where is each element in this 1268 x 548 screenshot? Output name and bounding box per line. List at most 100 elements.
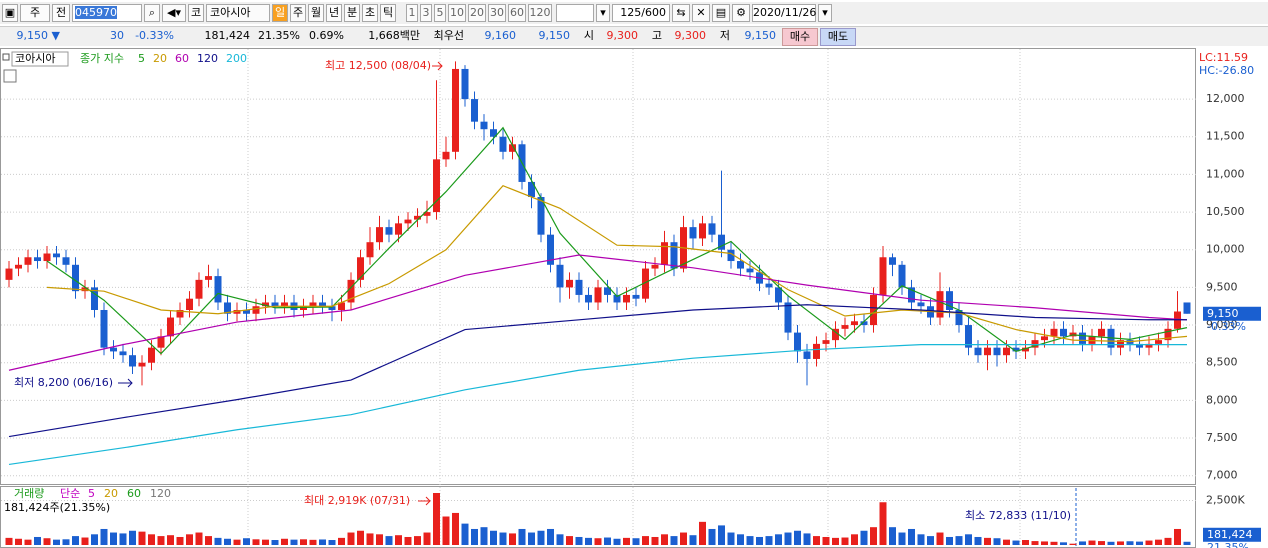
- candle-body: [252, 306, 260, 314]
- candle-body: [632, 294, 640, 299]
- volume-bar: [623, 537, 630, 545]
- volume-bar: [490, 530, 497, 545]
- volume-bar: [319, 539, 326, 545]
- candle-body: [1136, 343, 1143, 348]
- code-input[interactable]: 045970: [72, 4, 142, 22]
- candle-body: [24, 257, 32, 265]
- candle-body: [575, 279, 583, 295]
- period-button[interactable]: 일: [272, 4, 288, 22]
- volume-bar: [5, 537, 13, 545]
- volume-bar: [1155, 539, 1162, 545]
- period-button[interactable]: 월: [308, 4, 324, 22]
- y-tick-label: 10,000: [1206, 243, 1245, 256]
- volume-bar: [613, 538, 621, 545]
- candle-body: [718, 234, 725, 250]
- volume-bar: [1136, 541, 1143, 545]
- period-button[interactable]: 틱: [380, 4, 396, 22]
- open: 9,300: [606, 28, 639, 42]
- interval-button[interactable]: 1: [406, 4, 418, 22]
- volume-bar: [53, 539, 60, 545]
- tool-icon[interactable]: ⇆: [672, 4, 690, 22]
- candle-body: [898, 264, 906, 288]
- candle-body: [509, 144, 516, 152]
- volume-bar: [927, 536, 934, 545]
- volume-bar: [575, 536, 583, 545]
- volume-legend-entry: 120: [150, 487, 171, 500]
- period-button[interactable]: 주: [290, 4, 306, 22]
- volume-bar: [43, 538, 51, 545]
- volume-legend-label: 단순: [60, 487, 80, 500]
- interval-input[interactable]: [556, 4, 594, 22]
- volume-bar: [984, 537, 991, 545]
- candle-body: [727, 249, 735, 262]
- legend-label: 종가 지수: [80, 52, 124, 65]
- table-icon: [3, 69, 17, 83]
- interval-button[interactable]: 5: [434, 4, 446, 22]
- volume-bar: [1050, 541, 1058, 545]
- interval-button[interactable]: 20: [468, 4, 486, 22]
- volume-bar: [1183, 541, 1191, 545]
- candle-body: [176, 309, 184, 318]
- candle-body: [775, 287, 782, 303]
- y-tick-label: 7,500: [1206, 431, 1238, 444]
- volume-bar: [281, 538, 288, 545]
- save-icon[interactable]: ▤: [712, 4, 730, 22]
- chart: 7,000 7,500 8,000 8,500 9,000 9,500 10,000 10,5…: [0, 48, 1261, 548]
- volume-bar: [1107, 541, 1115, 545]
- interval-button[interactable]: 60: [508, 4, 526, 22]
- menu-icon[interactable]: ▣: [2, 4, 18, 22]
- all-button[interactable]: 전: [52, 4, 70, 22]
- interval-dropdown[interactable]: ▾: [596, 4, 610, 22]
- interval-button[interactable]: 10: [448, 4, 466, 22]
- candle-body: [1164, 328, 1172, 341]
- candle-body: [433, 159, 440, 213]
- sell-button[interactable]: 매도: [820, 27, 856, 46]
- date-dropdown[interactable]: ▾: [818, 4, 832, 22]
- volume-bar: [385, 536, 393, 545]
- interval-button[interactable]: 30: [488, 4, 506, 22]
- candle-body: [993, 347, 1001, 356]
- y-tick-label: 2,500K: [1206, 493, 1245, 506]
- buy-button[interactable]: 매수: [782, 27, 818, 46]
- search-button[interactable]: ⌕: [144, 4, 160, 22]
- candle-body: [43, 253, 51, 262]
- legend-icon: [2, 53, 10, 61]
- tool-icon[interactable]: ✕: [692, 4, 710, 22]
- period-button[interactable]: 년: [326, 4, 342, 22]
- volume-bar: [727, 532, 735, 545]
- candle-body: [1183, 302, 1191, 314]
- volume-bar: [414, 536, 421, 545]
- count-box: 125/600: [612, 4, 670, 22]
- volume-bar: [1079, 541, 1086, 545]
- candle-body: [366, 242, 374, 258]
- best-ask: 9,160: [484, 28, 517, 42]
- volume-bar: [290, 539, 298, 545]
- volume-bar: [822, 536, 830, 545]
- market-select[interactable]: 주: [20, 4, 50, 22]
- settings-icon[interactable]: ⚙: [732, 4, 750, 22]
- candle-body: [1060, 328, 1067, 337]
- candle-body: [414, 215, 421, 220]
- candle-body: [623, 294, 630, 303]
- volume-title: 거래량: [14, 487, 44, 500]
- candle-body: [309, 302, 317, 307]
- date-box[interactable]: 2020/11/26: [752, 4, 816, 22]
- sound-button[interactable]: ◀▾: [162, 4, 186, 22]
- candle-body: [281, 302, 288, 307]
- last-volume-label: 181,424: [1207, 528, 1253, 541]
- ma-line: [46, 184, 1188, 343]
- candle-body: [1012, 347, 1020, 352]
- interval-button[interactable]: 3: [420, 4, 432, 22]
- interval-button[interactable]: 120: [528, 4, 552, 22]
- volume-bar: [1164, 537, 1172, 545]
- period-button[interactable]: 분: [344, 4, 360, 22]
- best-label: 최우선: [433, 28, 464, 42]
- volume-bar: [186, 534, 193, 545]
- title-box: [11, 51, 69, 67]
- volume-legend-entry: 60: [127, 487, 141, 500]
- volume-bar: [366, 533, 374, 545]
- turnover-rate: 21.35%: [258, 28, 300, 42]
- period-button[interactable]: 초: [362, 4, 378, 22]
- candle-body: [328, 306, 336, 310]
